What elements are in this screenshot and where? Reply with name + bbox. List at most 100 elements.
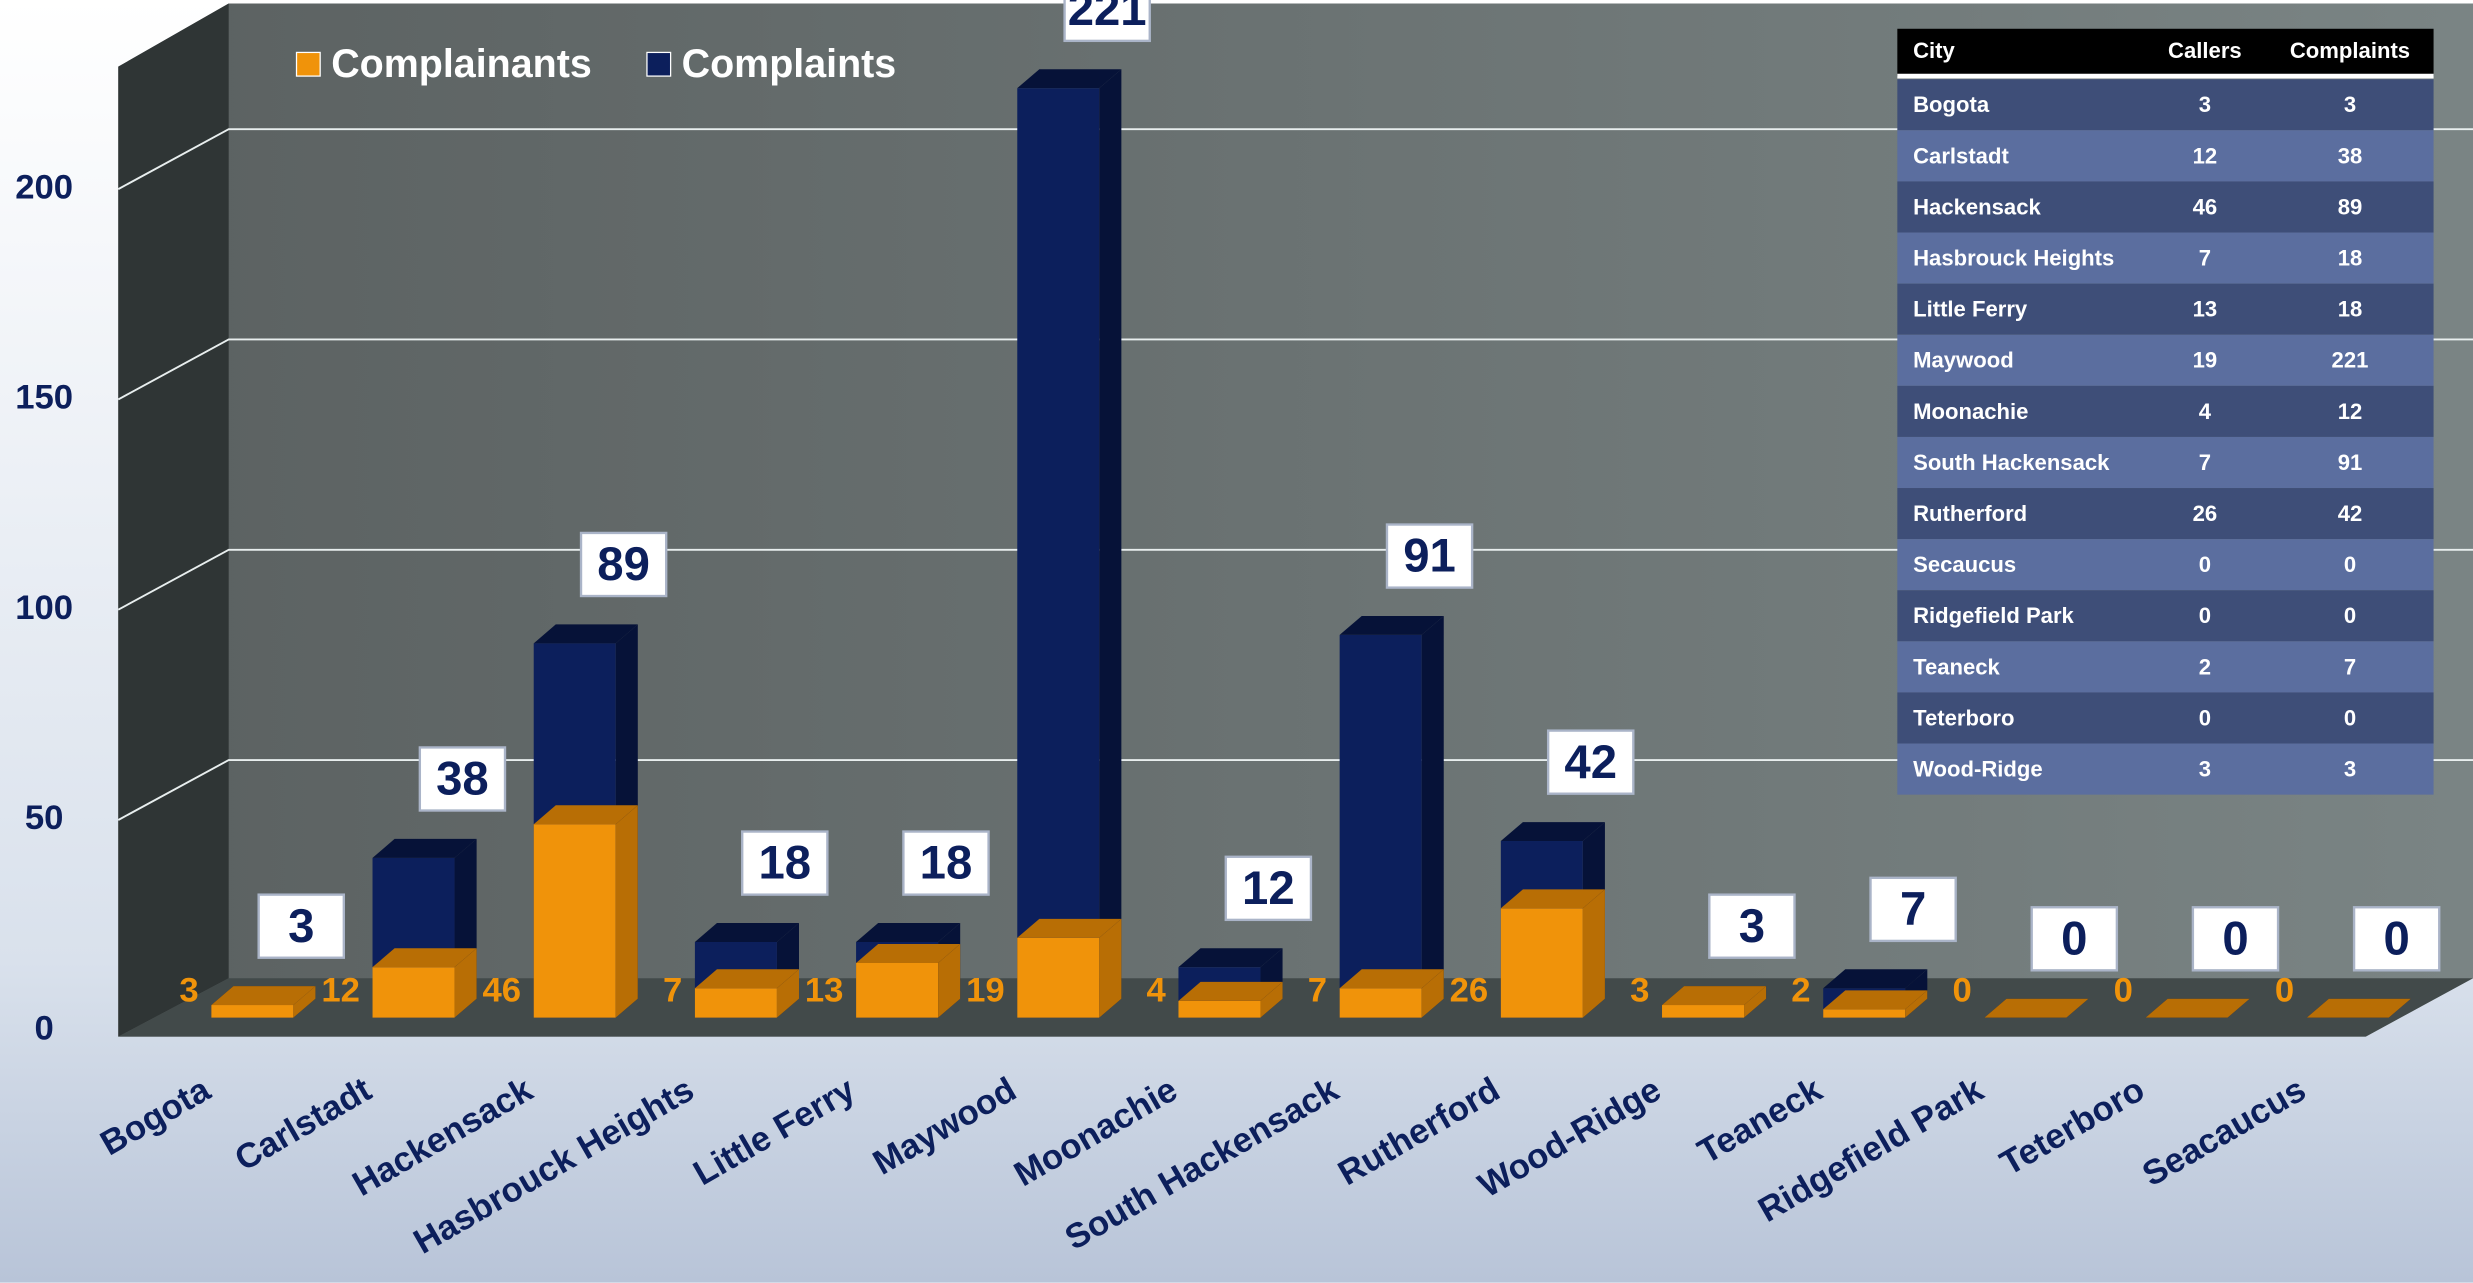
complaints-bar-side — [1099, 69, 1122, 1018]
y-tick-label: 0 — [35, 1009, 54, 1047]
complaints-bar-top — [1823, 969, 1928, 989]
table-cell: 4 — [2199, 399, 2212, 424]
complaints-label-box — [1224, 855, 1313, 922]
table-cell: 7 — [2199, 245, 2211, 270]
table-header: City — [1913, 38, 1955, 63]
complainants-label: 7 — [1308, 972, 1327, 1010]
legend: Complainants Complaints — [295, 42, 897, 86]
complaints-bar-top — [856, 923, 961, 942]
complainants-bar-side — [293, 986, 316, 1018]
complaints-label-box — [2030, 906, 2119, 972]
y-tick-label: 200 — [15, 168, 73, 206]
complainants-bar-side — [776, 969, 799, 1018]
complaints-bar-side — [1421, 616, 1444, 1018]
complainants-bar-front — [1017, 937, 1100, 1018]
complainants-label: 13 — [805, 972, 844, 1010]
table-row — [1897, 539, 2434, 591]
table-cell: 0 — [2344, 552, 2356, 577]
complainants-label: 3 — [1630, 972, 1649, 1010]
table-cell: 89 — [2338, 194, 2363, 219]
table-cell: 0 — [2199, 603, 2211, 628]
complainants-bar-top — [1823, 990, 1928, 1010]
complainants-bar-top — [1662, 986, 1767, 1006]
complainants-bar-top — [1339, 969, 1444, 989]
table-row — [1897, 385, 2434, 437]
table-cell: Moonachie — [1913, 399, 2028, 424]
legend-swatch — [646, 51, 672, 77]
side-wall — [118, 3, 229, 1037]
complainants-label: 0 — [2275, 972, 2294, 1010]
complainants-label: 0 — [1952, 972, 1971, 1010]
complaints-bar-top — [372, 838, 477, 858]
table-header-bg — [1897, 28, 2434, 77]
table-header: Complaints — [2290, 38, 2410, 63]
complainants-bar-side — [1582, 889, 1605, 1018]
complainants-bar-front — [1339, 988, 1422, 1018]
complainants-bar — [694, 969, 799, 1018]
complainants-label: 26 — [1450, 972, 1489, 1010]
complainants-bar-front — [211, 1005, 294, 1018]
table-cell: Bogota — [1913, 92, 1990, 117]
complaints-label-box — [741, 830, 829, 896]
complaints-label: 3 — [1739, 900, 1765, 953]
grid-line — [117, 128, 2473, 190]
table-cell: 38 — [2338, 143, 2363, 168]
complaints-label-box — [418, 746, 507, 812]
complainants-bar-top — [2306, 998, 2411, 1018]
complainants-label: 12 — [321, 972, 360, 1010]
table-cell: Rutherford — [1913, 501, 2027, 526]
complaints-bar — [1339, 616, 1444, 1018]
complainants-bar — [1017, 918, 1122, 1018]
complaints-label-box — [1708, 893, 1796, 959]
complaints-label-box — [1869, 876, 1957, 943]
complainants-label: 3 — [179, 972, 198, 1010]
complainants-bar-front — [533, 824, 616, 1018]
complaints-bar — [1017, 69, 1122, 1018]
complaints-label-box — [2352, 906, 2441, 972]
legend-swatch — [295, 51, 321, 77]
complainants-bar-top — [856, 944, 961, 963]
table-cell: 7 — [2344, 654, 2356, 679]
complainants-bar — [1823, 990, 1928, 1018]
back-wall — [118, 3, 2473, 1037]
complaints-bar-top — [1500, 822, 1605, 842]
complainants-bar — [372, 948, 477, 1018]
y-tick-label: 50 — [25, 799, 64, 837]
table-cell: 12 — [2193, 143, 2218, 168]
complaints-label: 38 — [436, 753, 489, 806]
table-cell: 0 — [2199, 552, 2211, 577]
complainants-label: 4 — [1147, 972, 1167, 1010]
table-row — [1897, 130, 2434, 182]
table-cell: Hasbrouck Heights — [1913, 245, 2114, 270]
complaints-bar-front — [1339, 634, 1422, 1018]
complainants-bar-top — [211, 986, 316, 1006]
complainants-label: 19 — [966, 972, 1005, 1010]
table-cell: Hackensack — [1913, 194, 2041, 219]
complainants-bar-top — [1178, 981, 1283, 1001]
complainants-label: 46 — [483, 972, 522, 1010]
y-tick-label: 150 — [15, 379, 73, 417]
table-cell: 3 — [2344, 92, 2356, 117]
table-cell: Secaucus — [1913, 552, 2016, 577]
complaints-label: 7 — [1900, 883, 1926, 936]
table-cell: 2 — [2199, 654, 2211, 679]
table-cell: 221 — [2332, 348, 2369, 373]
table-row — [1897, 488, 2434, 540]
table-cell: 46 — [2193, 194, 2218, 219]
complaints-label: 42 — [1564, 736, 1617, 789]
table-cell: 12 — [2338, 399, 2363, 424]
legend-label: Complainants — [331, 42, 592, 86]
table-cell: 18 — [2338, 245, 2363, 270]
complaints-label-box — [1063, 0, 1151, 43]
legend-label: Complaints — [682, 42, 897, 86]
complainants-bar-front — [372, 967, 455, 1018]
table-row — [1897, 590, 2434, 642]
complainants-bar-front — [1662, 1005, 1745, 1018]
complainants-bar — [533, 805, 638, 1018]
complaints-label: 91 — [1403, 530, 1456, 583]
complainants-bar-side — [1421, 969, 1444, 1018]
grid-line — [117, 759, 2473, 821]
grid-line — [117, 338, 2473, 401]
